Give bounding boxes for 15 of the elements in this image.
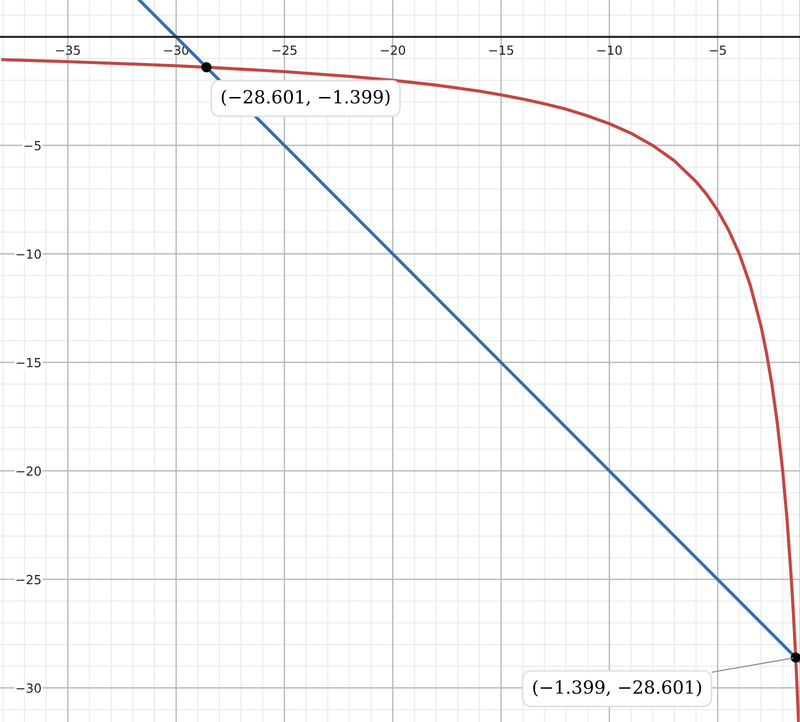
y-tick-label: −10	[16, 249, 41, 259]
annotation: (−1.399, −28.601)	[533, 680, 702, 696]
y-tick-label: −30	[16, 683, 41, 693]
x-tick-label: −5	[710, 46, 726, 55]
line-series	[1, 58, 800, 722]
x-tick-label: −15	[489, 46, 514, 55]
x-tick-label: −25	[272, 45, 297, 55]
x-tick-label: −35	[56, 45, 80, 55]
annotation: (−28.601, −1.399)	[222, 90, 390, 106]
y-tick-label: −20	[16, 466, 41, 476]
y-tick-label: −25	[16, 574, 41, 584]
y-tick-label: −5	[24, 141, 41, 150]
x-tick-label: −20	[380, 45, 406, 55]
x-tick-label: −10	[598, 45, 622, 55]
y-tick-label: −15	[16, 358, 41, 368]
